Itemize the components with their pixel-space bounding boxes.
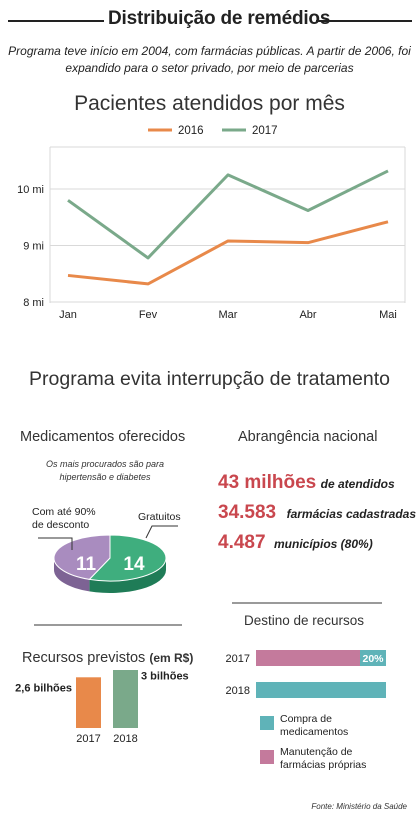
x-tick-label: Mai [379,309,397,321]
series-line-2017 [67,169,389,260]
legend-label: 2016 [178,125,204,137]
resources-title-text: Recursos previstos [22,650,146,666]
coverage-desc: de atendidos [320,477,395,491]
coverage-value: 34.583 [218,502,277,523]
bar-category-label: 2018 [226,685,250,697]
legend-label: 2017 [252,125,278,137]
resources-bar-chart: 2017 2018 2,6 bilhões 3 bilhões [15,670,189,745]
leader-line [38,537,73,550]
legend-maintenance: Manutenção de farmácias próprias [280,746,367,771]
coverage-desc: farmácias cadastradas [286,507,416,521]
bar-2018 [113,670,138,728]
free-label: Gratuitos [138,511,181,523]
legend-swatch-purchase [260,716,274,730]
title-rule-right [316,20,412,22]
resources-unit: (em R$) [149,651,194,665]
coverage-desc: municípios (80%) [274,537,373,551]
destination-title: Destino de recursos [244,613,365,628]
bar-category-label: 2018 [113,733,137,745]
coverage-value: 43 milhões [218,472,317,493]
coverage-value: 4.487 [218,532,266,553]
destination-bar-chart: 2017 2018 20% [226,650,386,698]
bar-category-label: 2017 [76,733,100,745]
divider [232,602,382,604]
coverage-item: 43 milhões de atendidos [218,472,395,494]
medicines-title: Medicamentos oferecidos [20,429,186,445]
pie-side-desconto [54,558,90,592]
bar-value-label: 3 bilhões [141,671,189,683]
coverage-item: 4.487 municípios (80%) [218,532,373,554]
x-tick-label: Mar [219,309,238,321]
pie-value-label: 14 [123,554,145,575]
medicines-note: Os mais procurados são para hipertensão … [45,459,165,482]
bar-purchase-2017 [360,650,386,666]
bar-value-label: 2,6 bilhões [15,682,72,694]
discount-label: Com até 90% de desconto [32,506,96,531]
resources-title: Recursos previstos (em R$) [22,650,193,666]
x-tick-label: Abr [299,309,316,321]
line-chart-title: Pacientes atendidos por mês [74,92,345,115]
bar-value-label: 20% [362,653,384,665]
bar-2017 [76,677,101,728]
bar-category-label: 2017 [226,653,250,665]
line-chart: 2016 2017 8 mi 9 mi 10 mi Jan Fev Mar Abr Mai [17,125,406,321]
page-title: Distribuição de remédios [108,8,331,29]
page-subtitle: Programa teve início em 2004, com farmác… [8,44,411,75]
pie-slice-gratuitos [88,534,167,582]
y-tick-label: 10 mi [17,184,44,196]
pie-chart: 11 14 [38,525,178,593]
program-title: Programa evita interrupção de tratamento [29,368,390,390]
legend-purchase: Compra de medicamentos [280,713,349,738]
legend-swatch-maintenance [260,750,274,764]
pie-value-label: 11 [76,554,97,575]
series-line-2016 [67,220,389,286]
coverage-title: Abrangência nacional [238,429,378,445]
leader-line [145,525,178,539]
bar-purchase-2018 [256,682,386,698]
pie-slice-desconto [53,534,111,580]
bar-maintenance-2017 [256,650,360,666]
coverage-item: 34.583 farmácias cadastradas [218,502,416,524]
x-tick-label: Fev [139,309,158,321]
x-tick-label: Jan [59,309,77,321]
title-rule-left [8,20,104,22]
divider [34,624,182,626]
y-tick-label: 8 mi [23,297,44,309]
y-tick-label: 9 mi [23,241,44,253]
source-note: Fonte: Ministério da Saúde [311,802,407,811]
pie-side-gratuitos [89,558,166,593]
